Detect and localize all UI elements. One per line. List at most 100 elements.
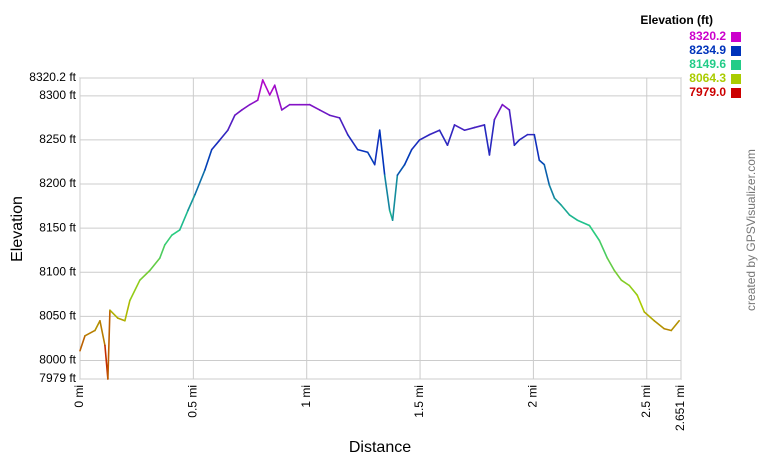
elevation-segment bbox=[159, 244, 166, 259]
elevation-segment bbox=[560, 204, 571, 216]
elevation-segment bbox=[280, 103, 291, 111]
elevation-segment bbox=[446, 124, 456, 147]
elevation-segment bbox=[129, 279, 141, 302]
elevation-segment bbox=[256, 79, 264, 102]
y-tick-label: 8200 ft bbox=[39, 176, 76, 190]
elevation-segment bbox=[99, 319, 106, 347]
elevation-segment bbox=[663, 327, 673, 332]
elevation-segment bbox=[403, 148, 413, 166]
elevation-segment bbox=[204, 148, 213, 171]
elevation-segment bbox=[378, 129, 386, 177]
elevation-segment bbox=[438, 129, 449, 147]
elevation-segment bbox=[124, 299, 131, 322]
elevation-segment bbox=[328, 114, 341, 119]
legend-swatch bbox=[731, 46, 741, 56]
y-tick-label: 7979 ft bbox=[39, 371, 76, 385]
elevation-segment bbox=[488, 118, 496, 156]
elevation-segment bbox=[636, 294, 646, 313]
elevation-segment bbox=[163, 234, 173, 246]
y-tick-label: 8150 ft bbox=[39, 220, 76, 234]
legend-swatch bbox=[731, 88, 741, 98]
elevation-segment bbox=[219, 129, 229, 141]
x-tick-label: 1.5 mi bbox=[412, 385, 426, 418]
elevation-segment bbox=[346, 133, 359, 151]
x-tick-label: 2.5 mi bbox=[639, 385, 653, 418]
elevation-segment bbox=[227, 114, 236, 132]
y-tick-label: 8250 ft bbox=[39, 132, 76, 146]
elevation-segment bbox=[234, 109, 243, 117]
elevation-segment bbox=[538, 159, 546, 166]
elevation-segment bbox=[109, 309, 119, 319]
y-tick-label: 8320.2 ft bbox=[29, 70, 76, 84]
elevation-segment bbox=[187, 193, 196, 212]
elevation-segment bbox=[463, 126, 476, 132]
elevation-segment bbox=[366, 151, 376, 166]
elevation-segment bbox=[508, 109, 516, 147]
elevation-segment bbox=[356, 148, 369, 154]
legend-label: 8320.2 bbox=[689, 29, 726, 43]
elevation-segment bbox=[606, 257, 616, 272]
y-tick-label: 8100 ft bbox=[39, 264, 76, 278]
elevation-segment bbox=[501, 103, 511, 111]
elevation-segment bbox=[268, 84, 276, 96]
legend-label: 7979.0 bbox=[689, 85, 726, 99]
legend-swatch bbox=[731, 74, 741, 84]
elevation-segment bbox=[620, 279, 631, 287]
legend-title: Elevation (ft) bbox=[640, 13, 713, 27]
elevation-segment bbox=[84, 329, 96, 337]
elevation-segment bbox=[318, 109, 331, 117]
legend-label: 8064.3 bbox=[689, 71, 726, 85]
elevation-segment bbox=[261, 79, 271, 96]
elevation-segment bbox=[410, 139, 421, 151]
y-tick-label: 8300 ft bbox=[39, 88, 76, 102]
x-tick-label: 1 mi bbox=[299, 385, 313, 408]
elevation-segment bbox=[473, 124, 486, 129]
elevation-segment bbox=[391, 174, 399, 222]
elevation-segment bbox=[670, 319, 680, 332]
elevation-segment bbox=[149, 257, 161, 272]
elevation-segment bbox=[194, 169, 206, 196]
elevation-segment bbox=[553, 197, 563, 207]
x-tick-label: 2 mi bbox=[526, 385, 540, 408]
elevation-segment bbox=[178, 209, 189, 231]
elevation-segment bbox=[568, 214, 579, 222]
elevation-segment bbox=[543, 163, 551, 186]
elevation-segment bbox=[94, 319, 101, 332]
legend-label: 8234.9 bbox=[689, 43, 726, 57]
elevation-segment bbox=[373, 129, 381, 166]
elevation-segment bbox=[533, 133, 541, 162]
elevation-segment bbox=[576, 219, 591, 227]
elevation-segment bbox=[249, 99, 259, 106]
elevation-segment bbox=[518, 133, 529, 141]
legend-swatch bbox=[731, 60, 741, 70]
elevation-segment bbox=[588, 224, 601, 242]
elevation-segment bbox=[493, 103, 504, 121]
elevation-segment bbox=[613, 269, 623, 281]
elevation-segment bbox=[453, 124, 466, 132]
y-axis-title: Elevation bbox=[9, 196, 26, 262]
elevation-segment bbox=[171, 229, 181, 237]
elevation-segment bbox=[643, 311, 656, 322]
elevation-segment bbox=[107, 309, 111, 380]
elevation-segment bbox=[210, 139, 221, 151]
elevation-segment bbox=[598, 239, 609, 259]
x-axis-title: Distance bbox=[349, 439, 411, 456]
elevation-segment bbox=[273, 84, 283, 111]
elevation-segment bbox=[383, 174, 391, 212]
elevation-segment bbox=[338, 117, 349, 136]
y-tick-label: 8000 ft bbox=[39, 353, 76, 367]
credit: created by GPSVisualizer.com bbox=[744, 149, 758, 311]
elevation-segment bbox=[308, 103, 321, 111]
elevation-segment bbox=[653, 319, 666, 330]
elevation-segment bbox=[548, 184, 556, 199]
y-tick-label: 8050 ft bbox=[39, 309, 76, 323]
elevation-segment bbox=[418, 133, 431, 141]
elevation-segment bbox=[396, 163, 406, 177]
elevation-segment bbox=[79, 334, 86, 352]
legend-swatch bbox=[731, 32, 741, 42]
x-tick-label: 2.651 mi bbox=[673, 385, 687, 431]
elevation-segment bbox=[428, 129, 441, 136]
elevation-segment bbox=[513, 139, 521, 147]
x-tick-label: 0 mi bbox=[72, 385, 86, 408]
